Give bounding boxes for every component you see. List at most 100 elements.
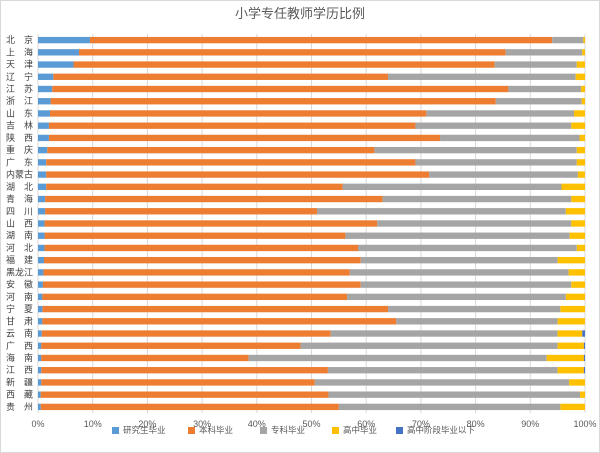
bar-segment <box>38 232 45 239</box>
bar-segment <box>546 354 584 362</box>
bar-segment <box>38 281 43 288</box>
category-label: 四 川 <box>6 207 33 217</box>
x-tick-label: 90% <box>521 419 539 429</box>
legend-swatch <box>112 427 119 434</box>
legend-swatch <box>396 427 403 434</box>
bar-segment <box>73 61 495 68</box>
bar-segment <box>583 36 585 44</box>
bar-segment <box>330 330 558 337</box>
category-label: 江 苏 <box>6 83 33 95</box>
category-label: 陕 西 <box>6 132 33 144</box>
bar-segment <box>571 122 585 129</box>
bar-segment <box>580 391 585 398</box>
bar-segment <box>571 195 585 203</box>
bar-segment <box>38 159 47 166</box>
category-label: 甘 肃 <box>6 315 33 327</box>
bar-segment <box>45 208 317 215</box>
bar-segment <box>581 98 585 105</box>
bar-segment <box>345 232 570 239</box>
bar-segment <box>569 379 585 386</box>
bar-segment <box>38 269 44 276</box>
category-label: 云 南 <box>6 328 33 340</box>
bar-segment <box>576 159 585 166</box>
bar-segment <box>79 49 506 56</box>
bar-segment <box>38 85 53 93</box>
category-label: 吉 林 <box>6 120 33 132</box>
bar-segment <box>357 244 577 252</box>
bar-segment <box>583 367 585 374</box>
bar-segment <box>429 171 578 178</box>
bar-segment <box>569 232 585 239</box>
bar-segment <box>300 342 558 349</box>
x-tick-label: 40% <box>248 419 266 429</box>
bar-segment <box>568 269 585 276</box>
bar-segment <box>415 159 577 166</box>
bar-segment <box>415 122 572 129</box>
bar-segment <box>557 318 585 325</box>
bar-segment <box>360 281 572 288</box>
category-label: 安 徽 <box>6 279 33 291</box>
bar-segment <box>44 244 358 252</box>
category-label: 海 南 <box>6 352 33 364</box>
bar-segment <box>38 342 42 349</box>
x-tick-label: 0% <box>31 419 44 429</box>
bar-segment <box>38 256 45 264</box>
category-label: 河 南 <box>6 291 33 303</box>
bar-segment <box>38 98 51 105</box>
bar-segment <box>314 379 570 386</box>
bar-segment <box>48 134 441 142</box>
bar-segment <box>38 36 90 44</box>
bar-segment <box>50 98 496 105</box>
bar-segment <box>579 134 585 142</box>
bar-segment <box>495 98 582 105</box>
bar-segment <box>557 330 583 337</box>
bar-segment <box>583 354 585 362</box>
legend-label: 研究生毕业 <box>123 425 166 436</box>
x-tick-label: 20% <box>138 419 156 429</box>
bar-segment <box>41 330 331 337</box>
bar-segment <box>565 208 585 215</box>
bar-segment <box>576 146 585 154</box>
bar-segment <box>38 146 48 154</box>
bar-segment <box>508 85 582 93</box>
bar-segment <box>89 36 553 44</box>
category-label: 辽 宁 <box>6 71 33 83</box>
x-tick-label: 10% <box>84 419 102 429</box>
bar-segment <box>50 110 427 117</box>
category-label: 福 建 <box>6 254 33 266</box>
bar-segment <box>374 146 577 154</box>
category-label: 内蒙古 <box>6 169 33 181</box>
x-tick-label: 60% <box>357 419 375 429</box>
bar-segment <box>38 293 43 301</box>
category-label: 广 东 <box>6 156 33 168</box>
x-tick-label: 80% <box>467 419 485 429</box>
legend-swatch <box>188 427 195 434</box>
bar-segment <box>571 281 585 288</box>
category-label: 上 海 <box>6 46 33 58</box>
bar-segment <box>38 183 47 191</box>
bar-segment <box>38 171 47 178</box>
x-tick-label: 70% <box>412 419 430 429</box>
category-label: 天 津 <box>6 60 33 71</box>
bar-segment <box>388 305 561 313</box>
bars <box>38 36 585 411</box>
bar-segment <box>42 281 361 288</box>
bar-segment <box>342 183 562 191</box>
legend-swatch <box>260 427 267 434</box>
bar-segment <box>48 122 416 129</box>
bar-segment <box>42 318 397 325</box>
x-tick-label: 100% <box>573 419 596 429</box>
category-label: 西 藏 <box>6 389 33 401</box>
x-tick-label: 50% <box>302 419 320 429</box>
category-label: 广 西 <box>6 340 33 352</box>
bar-segment <box>40 391 329 398</box>
category-label: 新 疆 <box>6 376 33 388</box>
bar-segment <box>46 171 430 178</box>
bar-segment <box>38 354 42 362</box>
bar-segment <box>41 367 328 374</box>
bar-segment <box>560 403 585 411</box>
legend-label: 本科毕业 <box>199 425 233 436</box>
category-label: 北 京 <box>6 34 33 46</box>
category-label: 湖 南 <box>6 230 33 242</box>
